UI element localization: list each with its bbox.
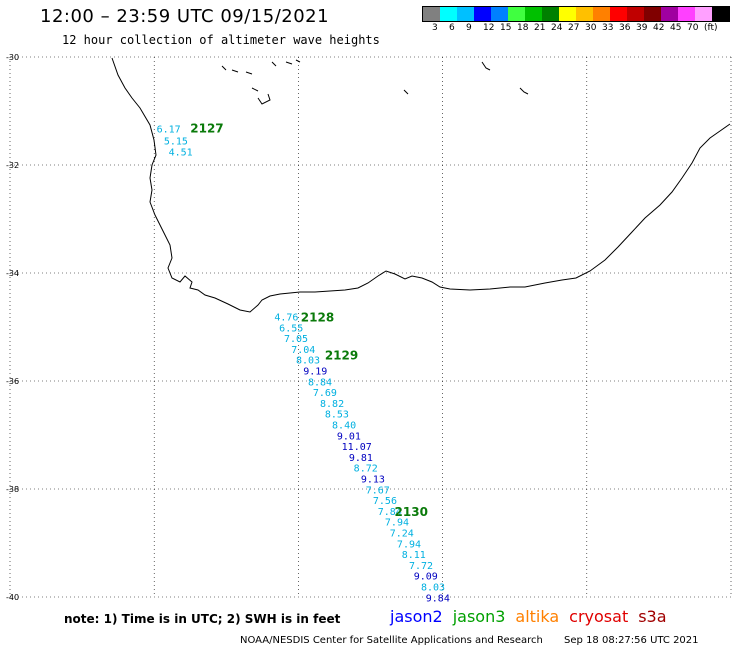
legend-swatch <box>661 7 678 21</box>
swh-value: 8.03 <box>421 583 445 594</box>
mission-name: cryosat <box>569 607 629 626</box>
swh-value: 7.69 <box>313 388 337 399</box>
legend-label: 21 <box>534 23 546 33</box>
mission-legend: jason2 jason3 altika cryosat s3a <box>390 607 677 626</box>
swh-value: 4.76 <box>274 313 298 324</box>
legend-swatch <box>542 7 559 21</box>
legend-label: 33 <box>602 23 614 33</box>
legend-label: 45 <box>670 23 682 33</box>
map-title: 12:00 – 23:59 UTC 09/15/2021 <box>40 6 330 27</box>
legend-swatch <box>712 7 729 21</box>
swh-value: 8.84 <box>308 377 332 388</box>
swh-value: 7.67 <box>366 485 390 496</box>
credit-line: NOAA/NESDIS Center for Satellite Applica… <box>240 635 717 646</box>
swh-values: 6.175.154.514.766.557.057.048.039.198.84… <box>157 125 457 605</box>
swh-value: 9.13 <box>361 475 385 486</box>
legend-swatch <box>644 7 661 21</box>
legend-swatch <box>508 7 525 21</box>
timestamp: Sep 18 08:27:56 UTC 2021 <box>564 635 699 646</box>
pass-number: 2127 <box>190 122 223 136</box>
legend-swatch <box>576 7 593 21</box>
pass-number: 2130 <box>395 505 428 519</box>
legend-swatch <box>559 7 576 21</box>
legend-label: 42 <box>653 23 665 33</box>
legend-label: 18 <box>517 23 529 33</box>
swh-value: 7.04 <box>291 345 315 356</box>
mission-name: altika <box>515 607 560 626</box>
swh-value: 7.56 <box>373 496 397 507</box>
coastline <box>111 57 731 313</box>
swh-value: 8.11 <box>402 550 426 561</box>
swh-value: 7.84 <box>378 507 402 518</box>
footnote: note: 1) Time is in UTC; 2) SWH is in fe… <box>64 612 341 626</box>
swh-value: 7.94 <box>397 539 421 550</box>
legend-label: 27 <box>568 23 580 33</box>
pass-labels: 2127 2128 2129 2130 <box>190 122 428 519</box>
swh-value: 11.07 <box>342 442 372 453</box>
swh-value: 9.84 <box>426 593 450 604</box>
legend-label: 24 <box>551 23 563 33</box>
legend-swatch <box>525 7 542 21</box>
lat-label: -38 <box>6 485 19 494</box>
color-scale-legend <box>422 6 730 22</box>
lat-label: -40 <box>6 593 19 602</box>
swh-value: 9.09 <box>414 572 438 583</box>
lat-label: -36 <box>6 377 19 386</box>
mission-name: s3a <box>638 607 667 626</box>
credit-text: NOAA/NESDIS Center for Satellite Applica… <box>240 635 543 646</box>
legend-label: 15 <box>500 23 512 33</box>
legend-swatch <box>593 7 610 21</box>
legend-swatch <box>423 7 440 21</box>
legend-label: 36 <box>619 23 631 33</box>
swh-value: 7.94 <box>385 518 409 529</box>
lat-label: -32 <box>6 161 19 170</box>
legend-label: 6 <box>449 23 455 33</box>
legend-swatch <box>695 7 712 21</box>
swh-value: 6.17 <box>157 125 181 136</box>
legend-label: 3 <box>432 23 438 33</box>
legend-label: 12 <box>483 23 495 33</box>
swh-value: 7.24 <box>390 529 414 540</box>
swh-value: 8.82 <box>320 399 344 410</box>
mission-name: jason3 <box>452 607 506 626</box>
pass-number: 2129 <box>325 348 358 362</box>
legend-label: 30 <box>585 23 597 33</box>
graticule <box>9 56 732 598</box>
mission-name: jason2 <box>390 607 443 626</box>
map-subtitle: 12 hour collection of altimeter wave hei… <box>62 33 380 47</box>
lat-label: -34 <box>6 269 19 278</box>
swh-value: 9.01 <box>337 431 361 442</box>
swh-value: 4.51 <box>169 147 193 158</box>
legend-swatch <box>610 7 627 21</box>
legend-label: 9 <box>466 23 472 33</box>
swh-value: 9.63 <box>433 604 457 605</box>
legend-label: 70 <box>687 23 699 33</box>
lat-label: -30 <box>6 53 19 62</box>
swh-value: 8.03 <box>296 356 320 367</box>
swh-value: 5.15 <box>164 136 188 147</box>
legend-swatch <box>457 7 474 21</box>
swh-value: 6.55 <box>279 323 303 334</box>
legend-swatch <box>627 7 644 21</box>
pass-number: 2128 <box>301 311 334 325</box>
swh-value: 8.40 <box>332 421 356 432</box>
legend-swatch <box>474 7 491 21</box>
swh-value: 9.19 <box>303 367 327 378</box>
coastline-path <box>111 57 731 313</box>
latitude-labels: -30 -32 -34 -36 -38 -40 <box>6 53 19 602</box>
swh-value: 9.81 <box>349 453 373 464</box>
legend-swatch <box>678 7 695 21</box>
swh-value: 8.72 <box>354 464 378 475</box>
island-group <box>221 59 529 105</box>
legend-label: (ft) <box>704 23 718 33</box>
legend-label: 39 <box>636 23 648 33</box>
legend-swatch <box>491 7 508 21</box>
legend-swatch <box>440 7 457 21</box>
swh-value: 7.05 <box>284 334 308 345</box>
swh-value: 8.53 <box>325 410 349 421</box>
swh-value: 7.72 <box>409 561 433 572</box>
